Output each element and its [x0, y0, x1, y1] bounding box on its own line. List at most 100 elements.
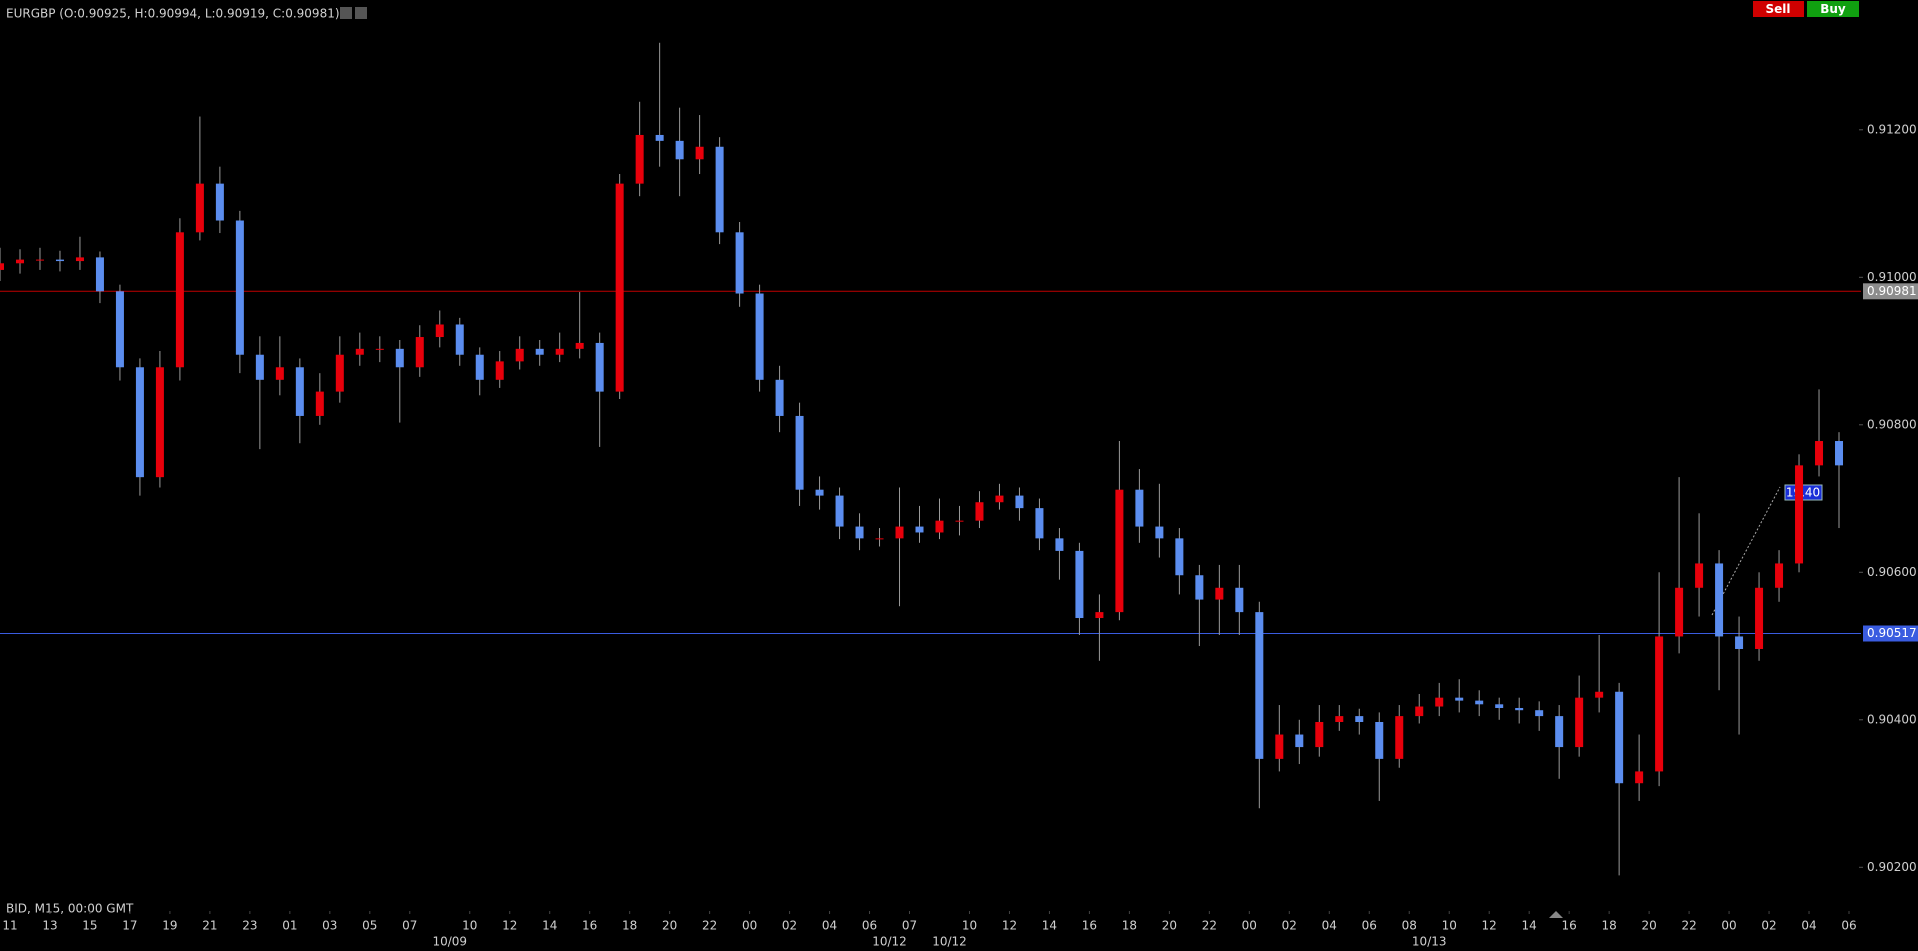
x-tick-label: 02: [782, 919, 797, 933]
x-tick-label: 07: [402, 919, 417, 933]
buy-label[interactable]: Buy: [1820, 2, 1846, 16]
x-tick-label: 14: [1522, 919, 1537, 933]
x-tick-label: 11: [2, 919, 17, 933]
candle-body: [175, 232, 184, 368]
candle-body: [515, 348, 524, 362]
x-tick-label: 22: [1681, 919, 1696, 933]
x-tick-label: 20: [1162, 919, 1177, 933]
candle-body: [815, 489, 824, 496]
x-tick-label: 18: [622, 919, 637, 933]
candle-body: [735, 232, 744, 294]
candle-body: [1795, 465, 1804, 564]
x-tick-label: 03: [322, 919, 337, 933]
date-label: 10/12: [872, 935, 907, 949]
candle-body: [35, 259, 44, 261]
candle-body: [1235, 587, 1244, 613]
x-tick-label: 00: [1721, 919, 1736, 933]
x-tick-label: 00: [1242, 919, 1257, 933]
candle-body: [835, 495, 844, 527]
sell-label[interactable]: Sell: [1765, 2, 1790, 16]
candle-body: [1515, 707, 1524, 711]
candle-body: [1595, 691, 1604, 698]
candle-body: [1635, 771, 1644, 784]
x-tick-label: 08: [1402, 919, 1417, 933]
candle-body: [1835, 441, 1844, 466]
candle-body: [655, 134, 664, 141]
x-tick-label: 04: [1322, 919, 1337, 933]
icon: [355, 7, 367, 19]
candle-body: [275, 367, 284, 380]
date-label: 10/13: [1412, 935, 1447, 949]
candle-body: [1435, 697, 1444, 707]
candle-body: [1315, 722, 1324, 748]
candle-body: [435, 324, 444, 338]
x-tick-label: 12: [1482, 919, 1497, 933]
x-tick-label: 16: [582, 919, 597, 933]
candle-body: [1675, 587, 1684, 637]
x-tick-label: 01: [282, 919, 297, 933]
buy-button[interactable]: Buy: [1807, 1, 1859, 17]
footer-label: BID, M15, 00:00 GMT: [6, 902, 134, 916]
x-tick-label: 06: [862, 919, 877, 933]
sell-button-bg[interactable]: [1753, 1, 1804, 17]
candle-body: [1815, 441, 1824, 466]
candle-body: [775, 379, 784, 416]
candle-body: [335, 354, 344, 392]
x-tick-label: 15: [82, 919, 97, 933]
buy-button-bg[interactable]: [1807, 1, 1859, 17]
price-label-bg: [1863, 625, 1918, 642]
x-tick-label: 22: [1202, 919, 1217, 933]
x-tick-label: 13: [42, 919, 57, 933]
candle-body: [895, 526, 904, 539]
x-tick-label: 21: [202, 919, 217, 933]
candle-body: [1655, 636, 1664, 772]
candle-body: [55, 259, 64, 262]
candle-body: [935, 520, 944, 533]
sell-button[interactable]: Sell: [1753, 1, 1804, 17]
candle-body: [1275, 734, 1284, 759]
x-tick-label: 22: [702, 919, 717, 933]
candle-body: [535, 348, 544, 355]
price-label: 0.90517: [1867, 626, 1917, 640]
candle-body: [1355, 716, 1364, 723]
date-label: 10/12: [932, 935, 967, 949]
candle-body: [1455, 697, 1464, 701]
candle-body: [235, 220, 244, 355]
candle-body: [855, 526, 864, 539]
x-tick-label: 12: [1002, 919, 1017, 933]
candle-body: [15, 259, 24, 264]
x-tick-label: 04: [1801, 919, 1816, 933]
annotation-box: [1784, 484, 1823, 501]
candle-body: [1075, 550, 1084, 619]
y-tick-label: 0.91000: [1867, 270, 1917, 284]
measure-line: [1711, 486, 1781, 616]
candle-body: [1335, 716, 1344, 723]
x-tick-label: 20: [662, 919, 677, 933]
x-tick-label: 04: [822, 919, 837, 933]
candle-body: [1695, 563, 1704, 588]
x-tick-label: 06: [1362, 919, 1377, 933]
candle-body: [355, 348, 364, 355]
x-tick-label: 10: [462, 919, 477, 933]
candle-body: [1255, 612, 1264, 759]
x-tick-label: 12: [502, 919, 517, 933]
candle-body: [315, 391, 324, 416]
x-tick-label: 02: [1761, 919, 1776, 933]
x-tick-label: 05: [362, 919, 377, 933]
x-tick-label: 20: [1641, 919, 1656, 933]
icon: [340, 7, 352, 19]
candle-body: [215, 183, 224, 221]
candle-body: [695, 146, 704, 160]
candle-body: [75, 257, 84, 262]
candle-body: [295, 367, 304, 416]
x-tick-label: 16: [1082, 919, 1097, 933]
candle-body: [1015, 495, 1024, 509]
candle-body: [555, 348, 564, 355]
candle-body: [1575, 697, 1584, 748]
x-tick-label: 17: [122, 919, 137, 933]
x-tick-label: 06: [1841, 919, 1856, 933]
y-tick-label: 0.90600: [1867, 565, 1917, 579]
candle-body: [1155, 526, 1164, 539]
